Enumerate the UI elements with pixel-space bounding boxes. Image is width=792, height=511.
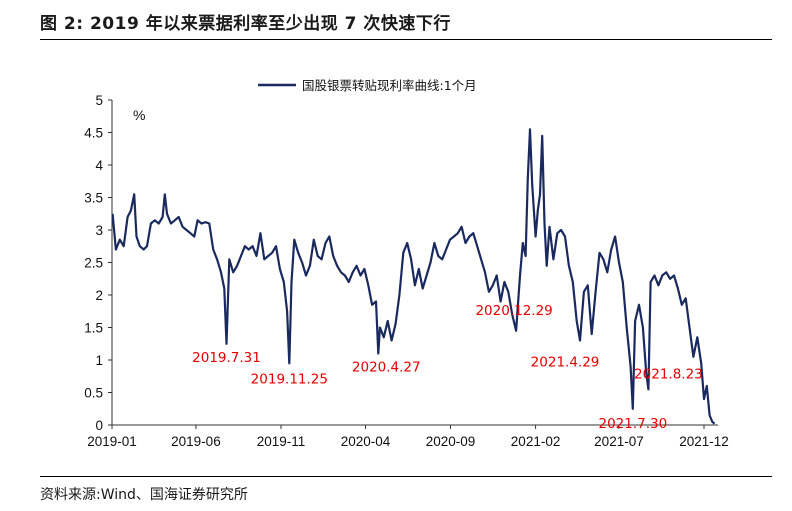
y-tick-label: 1.5 (84, 321, 103, 336)
annotation-label: 2020.4.27 (352, 360, 421, 376)
y-tick-label: 5 (95, 93, 103, 108)
source-rule (40, 476, 772, 477)
y-unit-label: % (133, 107, 145, 123)
legend-label: 国股银票转贴现利率曲线:1个月 (302, 78, 477, 93)
source-note: 资料来源:Wind、国海证券研究所 (40, 487, 248, 503)
x-tick-label: 2019-11 (257, 434, 306, 449)
x-tick-label: 2021-02 (511, 434, 561, 449)
annotation-label: 2021.8.23 (634, 366, 703, 382)
y-tick-label: 3 (95, 223, 103, 238)
annotation-label: 2021.4.29 (531, 355, 600, 371)
y-tick-label: 4.5 (84, 126, 103, 141)
figure-title: 图 2: 2019 年以来票据利率至少出现 7 次快速下行 (40, 14, 451, 34)
x-tick-label: 2019-01 (87, 434, 137, 449)
annotation-label: 2020.12.29 (475, 303, 552, 319)
y-tick-label: 2 (95, 288, 103, 303)
annotation-label: 2019.11.25 (251, 371, 328, 387)
y-tick-label: 2.5 (84, 256, 103, 271)
x-tick-label: 2021-12 (679, 434, 729, 449)
y-tick-label: 1 (95, 353, 103, 368)
x-tick-label: 2021-07 (594, 434, 644, 449)
series-line (111, 128, 716, 425)
x-tick-label: 2020-04 (341, 434, 391, 449)
annotations-layer: 2019.7.31 2019.11.25 2020.4.27 2020.12.29 20… (192, 303, 703, 432)
title-rule (40, 39, 772, 40)
series-layer (111, 128, 716, 425)
chart-legend: 国股银票转贴现利率曲线:1个月 (258, 78, 477, 93)
x-tick-label: 2019-06 (171, 434, 221, 449)
annotation-label: 2021.7.30 (598, 416, 667, 432)
chart-axes: 0 0.5 1 1.5 2 2.5 3 3.5 4 4.5 5 2019-01 2019-06 2019-… (84, 93, 729, 449)
annotation-label: 2019.7.31 (192, 350, 261, 366)
x-tick-label: 2020-09 (426, 434, 476, 449)
y-tick-label: 3.5 (84, 191, 103, 206)
y-tick-label: 4 (95, 158, 103, 173)
y-tick-label: 0.5 (84, 386, 103, 401)
y-tick-label: 0 (95, 418, 103, 433)
